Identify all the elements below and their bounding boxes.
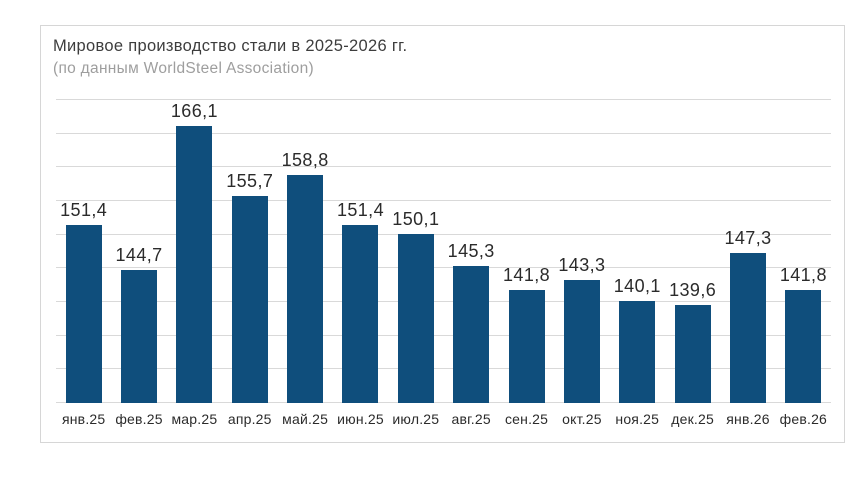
bar [729,252,766,403]
bar-value-label: 158,8 [281,150,329,171]
x-tick-label: апр.25 [227,411,272,427]
bars-row: 151,4 144,7 166,1 155,7 158,8 151,4 150,1 145,3… [56,100,831,403]
bar [785,289,822,403]
bar-column: 158,8 [277,100,332,403]
bar-column: 141,8 [776,100,831,403]
bar [231,196,268,403]
x-axis-labels: янв.25 фев.25 мар.25 апр.25 май.25 июн.25 июл.… [56,411,831,427]
x-tick-label: май.25 [282,411,329,427]
gridline [56,166,831,168]
bar-column: 143,3 [554,100,609,403]
bar-value-label: 144,7 [115,245,163,266]
gridline [56,233,831,235]
bar-value-label: 147,3 [724,227,772,248]
x-tick-label: янв.25 [61,411,106,427]
bar [397,234,434,403]
x-tick-label: июл.25 [392,411,440,427]
gridline [56,334,831,336]
bar [65,225,102,403]
bar-value-label: 155,7 [226,171,274,192]
bar-column: 151,4 [56,100,111,403]
x-tick-label: авг.25 [451,411,491,427]
gridline [56,267,831,269]
chart-card: Мировое производство стали в 2025-2026 г… [40,25,845,443]
bar [176,126,213,403]
bar-column: 141,8 [499,100,554,403]
gridline [56,402,831,403]
bar [287,175,324,403]
bar-value-label: 140,1 [613,276,661,297]
bar-value-label: 151,4 [336,200,384,221]
x-tick-label: мар.25 [171,411,218,427]
bar-column: 151,4 [333,100,388,403]
x-tick-label: ноя.25 [615,411,660,427]
x-tick-label: фев.26 [779,411,828,427]
bar-value-label: 166,1 [170,101,218,122]
bar-column: 140,1 [610,100,665,403]
bar-column: 166,1 [167,100,222,403]
bar [508,289,545,403]
bar-value-label: 141,8 [779,264,827,285]
bar [121,270,158,403]
bar-value-label: 143,3 [558,254,606,275]
bar-value-label: 139,6 [669,279,717,300]
gridline [56,132,831,134]
gridline [56,301,831,302]
gridline [56,368,831,370]
bar-column: 145,3 [444,100,499,403]
plot-area: 151,4 144,7 166,1 155,7 158,8 151,4 150,1 145,3… [56,99,831,403]
bar [563,279,600,403]
bar-value-label: 145,3 [447,241,495,262]
gridline [56,200,831,201]
x-tick-label: дек.25 [671,411,714,427]
bar-column: 155,7 [222,100,277,403]
x-tick-label: фев.25 [115,411,163,427]
bar-column: 150,1 [388,100,443,403]
bar [674,304,711,403]
gridline [56,99,831,100]
x-tick-label: июн.25 [337,411,384,427]
x-tick-label: сен.25 [504,411,549,427]
bar [342,225,379,403]
bar-value-label: 141,8 [503,264,551,285]
chart-title: Мировое производство стали в 2025-2026 г… [53,37,408,55]
bar-column: 144,7 [111,100,166,403]
bar-value-label: 151,4 [60,200,108,221]
bar-value-label: 150,1 [392,209,440,229]
x-tick-label: окт.25 [562,411,602,427]
bar-column: 139,6 [665,100,720,403]
bar [619,301,656,403]
chart-subtitle: (по данным WorldSteel Association) [53,60,314,77]
bar [453,266,490,403]
x-tick-label: янв.26 [726,411,770,427]
bar-column: 147,3 [720,100,775,403]
